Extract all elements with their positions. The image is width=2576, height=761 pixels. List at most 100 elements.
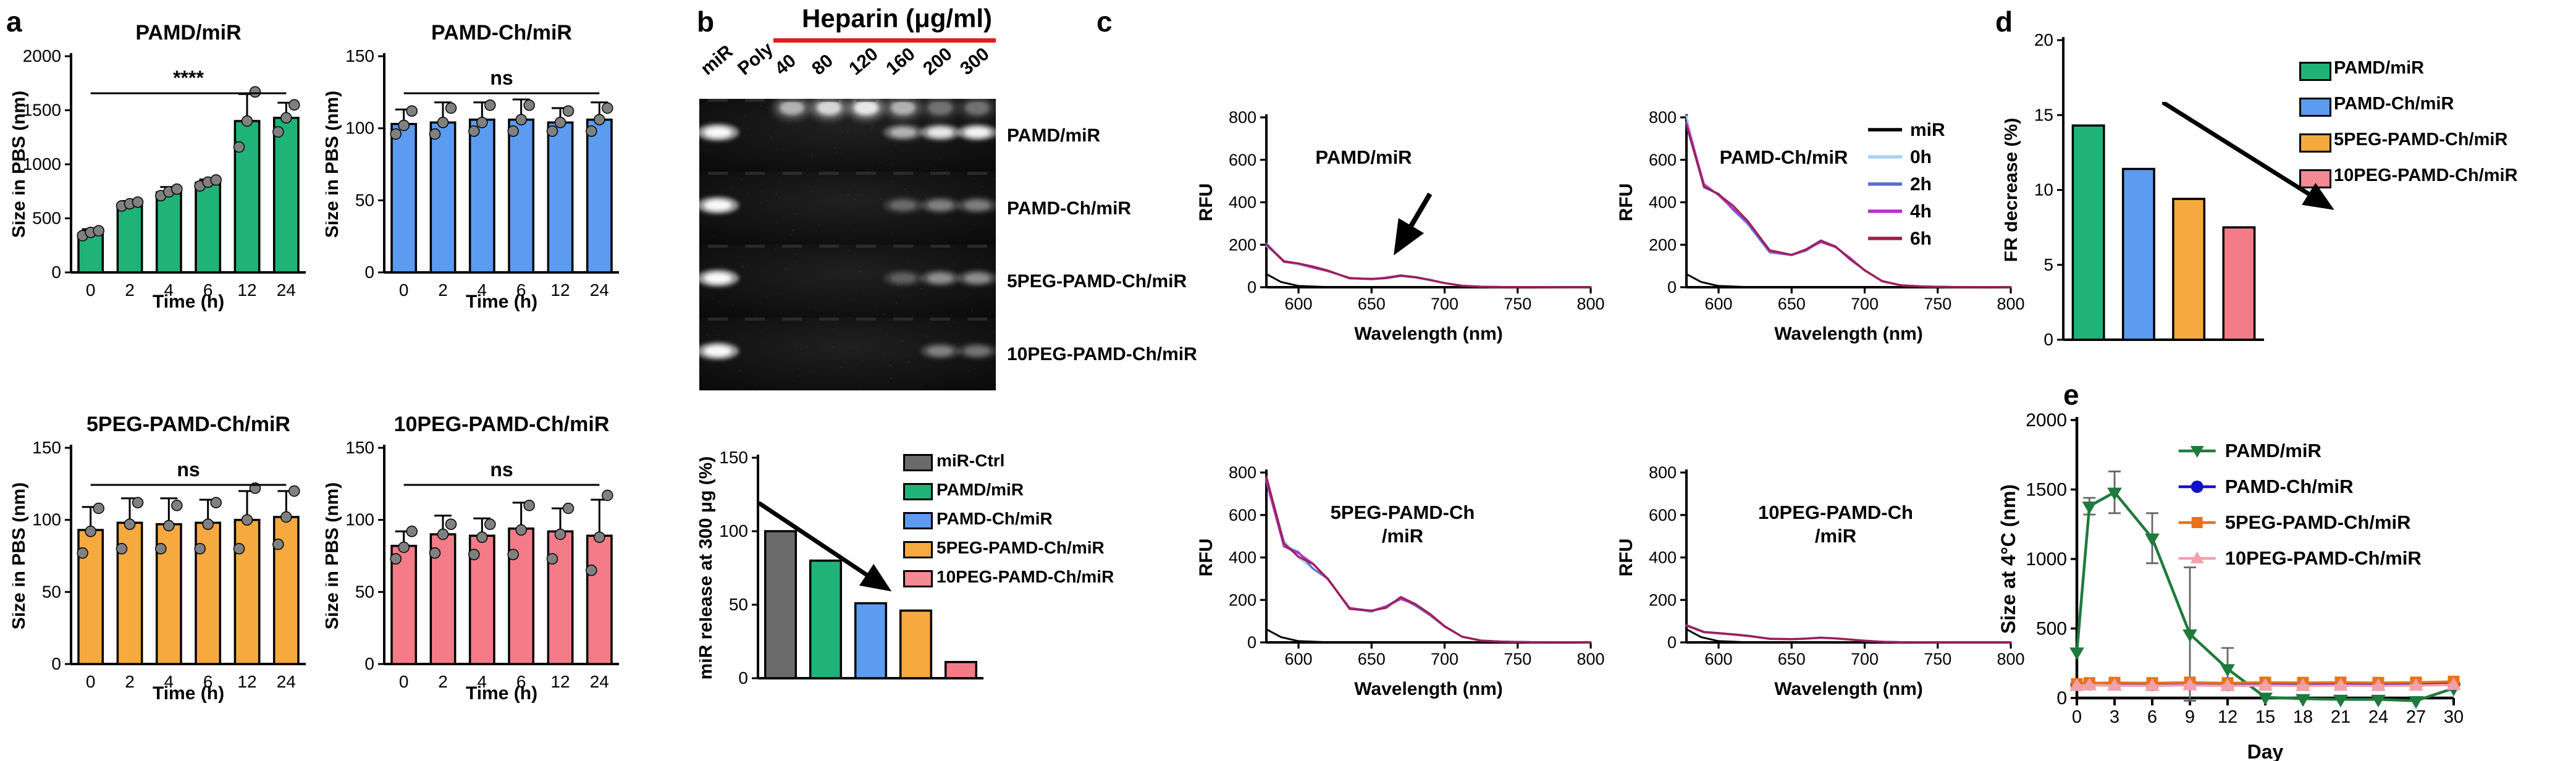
svg-text:0: 0	[399, 672, 409, 691]
svg-text:650: 650	[1778, 295, 1806, 313]
svg-text:10PEG-PAMD-Ch: 10PEG-PAMD-Ch	[1758, 502, 1913, 523]
svg-text:10PEG-PAMD-Ch/miR: 10PEG-PAMD-Ch/miR	[394, 414, 610, 436]
svg-text:0: 0	[2072, 707, 2082, 727]
svg-text:0: 0	[2044, 330, 2053, 349]
svg-text:0: 0	[1667, 278, 1677, 296]
svg-text:6: 6	[2147, 707, 2157, 727]
svg-text:0h: 0h	[1910, 147, 1932, 167]
svg-text:21: 21	[2331, 707, 2351, 727]
svg-text:2: 2	[125, 280, 135, 300]
svg-text:PAMD/miR: PAMD/miR	[1315, 146, 1412, 168]
svg-text:Size in PBS (nm): Size in PBS (nm)	[326, 482, 342, 629]
svg-text:150: 150	[32, 438, 61, 457]
svg-text:5PEG-PAMD-Ch/miR: 5PEG-PAMD-Ch/miR	[86, 414, 290, 436]
svg-text:4h: 4h	[1910, 201, 1932, 222]
svg-text:/miR: /miR	[1382, 525, 1423, 547]
svg-text:30: 30	[2444, 707, 2464, 727]
svg-text:50: 50	[355, 190, 374, 209]
svg-text:400: 400	[1649, 549, 1677, 567]
svg-text:5PEG-PAMD-Ch/miR: 5PEG-PAMD-Ch/miR	[2225, 511, 2411, 533]
svg-text:2: 2	[125, 672, 135, 691]
svg-text:800: 800	[1229, 463, 1256, 482]
svg-text:400: 400	[1649, 193, 1677, 212]
svg-text:3: 3	[2110, 707, 2119, 727]
svg-text:RFU: RFU	[1618, 183, 1636, 222]
svg-text:Size at 4°C (nm): Size at 4°C (nm)	[1997, 484, 2019, 634]
svg-text:24: 24	[277, 672, 296, 691]
svg-text:20: 20	[2034, 30, 2053, 49]
svg-text:600: 600	[1229, 506, 1256, 524]
svg-text:600: 600	[1284, 650, 1312, 668]
svg-text:15: 15	[2034, 105, 2053, 124]
svg-text:0: 0	[399, 280, 409, 300]
svg-text:150: 150	[345, 46, 374, 65]
svg-text:650: 650	[1358, 650, 1386, 668]
svg-text:100: 100	[32, 510, 61, 529]
svg-text:PAMD-Ch/miR: PAMD-Ch/miR	[431, 22, 572, 44]
svg-text:miR release at 300 μg (%): miR release at 300 μg (%)	[699, 456, 716, 680]
svg-text:Time (h): Time (h)	[153, 292, 224, 312]
svg-text:700: 700	[1851, 295, 1879, 313]
svg-text:750: 750	[1504, 650, 1531, 668]
svg-text:800: 800	[1229, 108, 1256, 127]
svg-text:700: 700	[1431, 295, 1458, 313]
svg-text:0: 0	[1667, 633, 1677, 652]
svg-text:0: 0	[51, 654, 61, 673]
svg-text:50: 50	[729, 595, 748, 614]
svg-text:0: 0	[364, 654, 374, 673]
svg-text:200: 200	[1649, 235, 1677, 254]
svg-text:24: 24	[590, 280, 609, 300]
svg-text:RFU: RFU	[1618, 539, 1636, 577]
svg-text:650: 650	[1358, 295, 1386, 313]
svg-text:18: 18	[2293, 707, 2313, 727]
svg-text:5: 5	[2044, 255, 2053, 274]
svg-text:5PEG-PAMD-Ch: 5PEG-PAMD-Ch	[1331, 502, 1475, 523]
svg-text:PAMD/miR: PAMD/miR	[2225, 440, 2321, 461]
svg-text:PAMD/miR: PAMD/miR	[135, 22, 241, 44]
svg-text:12: 12	[550, 672, 570, 691]
svg-text:12: 12	[550, 280, 570, 300]
svg-text:Size in PBS (nm): Size in PBS (nm)	[12, 482, 29, 629]
svg-text:150: 150	[345, 438, 374, 457]
svg-text:800: 800	[1576, 295, 1604, 313]
svg-text:50: 50	[355, 582, 374, 601]
svg-text:Day: Day	[2247, 741, 2284, 761]
svg-text:2000: 2000	[2026, 410, 2067, 431]
svg-text:15: 15	[2255, 707, 2275, 727]
svg-text:PAMD-Ch/miR: PAMD-Ch/miR	[2225, 476, 2354, 497]
svg-text:600: 600	[1284, 295, 1312, 313]
svg-text:500: 500	[2036, 619, 2067, 639]
svg-text:Wavelength (nm): Wavelength (nm)	[1354, 324, 1503, 344]
svg-text:miR: miR	[1910, 120, 1945, 140]
svg-text:0: 0	[86, 672, 96, 691]
svg-text:200: 200	[1229, 235, 1256, 254]
svg-text:10PEG-PAMD-Ch/miR: 10PEG-PAMD-Ch/miR	[2225, 547, 2422, 569]
svg-text:/miR: /miR	[1815, 525, 1856, 547]
svg-text:400: 400	[1229, 193, 1256, 212]
svg-text:0: 0	[738, 668, 748, 687]
svg-text:Time (h): Time (h)	[466, 292, 537, 312]
svg-text:24: 24	[590, 672, 609, 691]
svg-text:24: 24	[277, 280, 296, 300]
svg-text:0: 0	[364, 263, 374, 282]
svg-text:ns: ns	[490, 458, 513, 481]
svg-text:600: 600	[1649, 506, 1677, 524]
svg-text:Wavelength (nm): Wavelength (nm)	[1774, 679, 1923, 699]
svg-text:27: 27	[2406, 707, 2426, 727]
svg-text:2: 2	[438, 672, 448, 691]
svg-text:1500: 1500	[2026, 480, 2067, 500]
svg-text:700: 700	[1431, 650, 1458, 668]
svg-text:600: 600	[1649, 151, 1677, 169]
svg-text:Wavelength (nm): Wavelength (nm)	[1774, 324, 1923, 344]
svg-text:500: 500	[32, 209, 61, 228]
svg-text:24: 24	[2368, 707, 2388, 727]
svg-text:****: ****	[173, 67, 204, 89]
svg-text:Time (h): Time (h)	[466, 683, 537, 704]
svg-text:RFU: RFU	[1198, 183, 1216, 222]
svg-text:650: 650	[1778, 650, 1806, 668]
svg-text:Size in PBS (nm): Size in PBS (nm)	[326, 91, 342, 238]
svg-text:PAMD-Ch/miR: PAMD-Ch/miR	[1720, 146, 1848, 168]
svg-text:150: 150	[719, 448, 748, 467]
svg-text:100: 100	[345, 510, 374, 529]
svg-text:9: 9	[2185, 707, 2195, 727]
